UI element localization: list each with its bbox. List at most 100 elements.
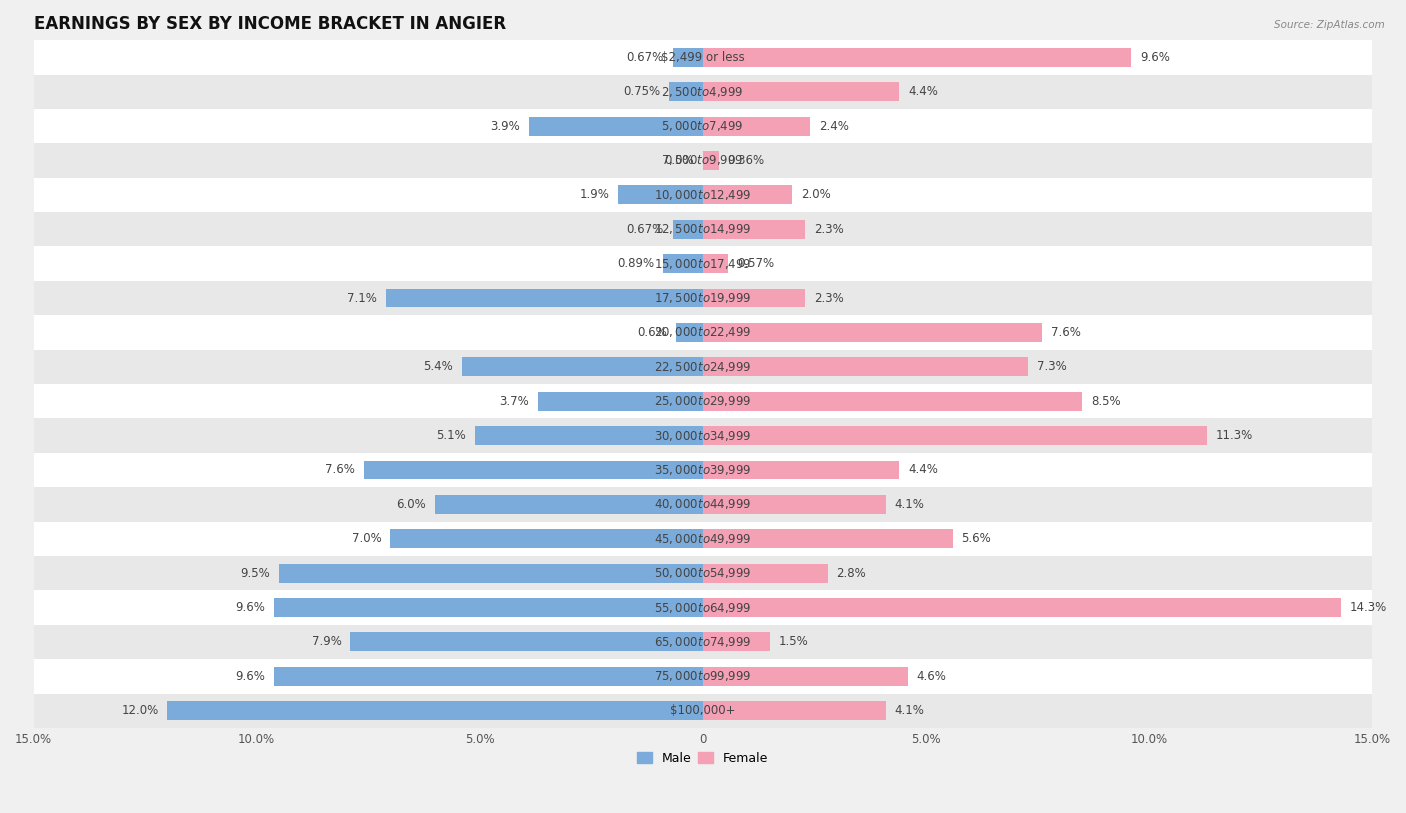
- Bar: [703, 323, 1042, 342]
- Bar: [34, 75, 1372, 109]
- Text: 0.67%: 0.67%: [627, 50, 664, 63]
- Text: 2.8%: 2.8%: [837, 567, 866, 580]
- Text: 7.0%: 7.0%: [352, 533, 381, 546]
- Bar: [703, 48, 1130, 67]
- Bar: [34, 419, 1372, 453]
- Text: $17,500 to $19,999: $17,500 to $19,999: [654, 291, 751, 305]
- Bar: [34, 212, 1372, 246]
- Bar: [34, 178, 1372, 212]
- Bar: [703, 529, 952, 548]
- Bar: [34, 590, 1372, 624]
- Bar: [34, 453, 1372, 487]
- Text: 2.0%: 2.0%: [801, 189, 831, 202]
- Text: $20,000 to $22,499: $20,000 to $22,499: [654, 325, 751, 339]
- Text: $75,000 to $99,999: $75,000 to $99,999: [654, 669, 751, 683]
- Bar: [34, 624, 1372, 659]
- Text: 5.1%: 5.1%: [436, 429, 467, 442]
- Text: Source: ZipAtlas.com: Source: ZipAtlas.com: [1274, 20, 1385, 30]
- Text: 2.4%: 2.4%: [818, 120, 849, 133]
- Bar: [34, 109, 1372, 143]
- Bar: [34, 384, 1372, 419]
- Bar: [619, 185, 703, 204]
- Bar: [703, 151, 718, 170]
- Text: 0.36%: 0.36%: [728, 154, 765, 167]
- Text: $50,000 to $54,999: $50,000 to $54,999: [654, 566, 751, 580]
- Text: 14.3%: 14.3%: [1350, 601, 1386, 614]
- Text: 5.6%: 5.6%: [962, 533, 991, 546]
- Text: $100,000+: $100,000+: [671, 704, 735, 717]
- Text: $5,000 to $7,499: $5,000 to $7,499: [661, 119, 744, 133]
- Text: $2,499 or less: $2,499 or less: [661, 50, 745, 63]
- Bar: [461, 358, 703, 376]
- Bar: [703, 460, 898, 480]
- Legend: Male, Female: Male, Female: [633, 747, 773, 770]
- Text: $40,000 to $44,999: $40,000 to $44,999: [654, 498, 751, 511]
- Bar: [34, 350, 1372, 384]
- Text: $30,000 to $34,999: $30,000 to $34,999: [654, 428, 751, 442]
- Text: $22,500 to $24,999: $22,500 to $24,999: [654, 360, 751, 374]
- Text: 3.7%: 3.7%: [499, 394, 529, 407]
- Bar: [34, 522, 1372, 556]
- Text: 2.3%: 2.3%: [814, 292, 844, 305]
- Bar: [34, 693, 1372, 728]
- Text: 5.4%: 5.4%: [423, 360, 453, 373]
- Text: 6.0%: 6.0%: [396, 498, 426, 511]
- Text: 11.3%: 11.3%: [1216, 429, 1253, 442]
- Bar: [669, 82, 703, 101]
- Text: 0.67%: 0.67%: [627, 223, 664, 236]
- Text: $10,000 to $12,499: $10,000 to $12,499: [654, 188, 751, 202]
- Text: 4.1%: 4.1%: [894, 498, 924, 511]
- Bar: [34, 659, 1372, 693]
- Text: 0.89%: 0.89%: [617, 257, 654, 270]
- Text: 1.9%: 1.9%: [579, 189, 609, 202]
- Text: 4.6%: 4.6%: [917, 670, 946, 683]
- Bar: [34, 246, 1372, 280]
- Text: $55,000 to $64,999: $55,000 to $64,999: [654, 601, 751, 615]
- Text: 0.57%: 0.57%: [737, 257, 775, 270]
- Bar: [529, 116, 703, 136]
- Bar: [703, 563, 828, 583]
- Bar: [34, 40, 1372, 75]
- Text: $25,000 to $29,999: $25,000 to $29,999: [654, 394, 751, 408]
- Bar: [676, 323, 703, 342]
- Text: 7.6%: 7.6%: [325, 463, 354, 476]
- Text: 12.0%: 12.0%: [121, 704, 159, 717]
- Text: 7.1%: 7.1%: [347, 292, 377, 305]
- Text: 1.5%: 1.5%: [779, 636, 808, 649]
- Text: 8.5%: 8.5%: [1091, 394, 1121, 407]
- Bar: [434, 495, 703, 514]
- Bar: [34, 487, 1372, 522]
- Bar: [34, 556, 1372, 590]
- Text: 9.6%: 9.6%: [236, 670, 266, 683]
- Text: $2,500 to $4,999: $2,500 to $4,999: [661, 85, 744, 98]
- Text: 4.1%: 4.1%: [894, 704, 924, 717]
- Bar: [703, 116, 810, 136]
- Bar: [703, 358, 1028, 376]
- Bar: [703, 598, 1341, 617]
- Bar: [278, 563, 703, 583]
- Bar: [167, 702, 703, 720]
- Text: 2.3%: 2.3%: [814, 223, 844, 236]
- Text: 4.4%: 4.4%: [908, 85, 938, 98]
- Bar: [673, 48, 703, 67]
- Text: 7.6%: 7.6%: [1050, 326, 1081, 339]
- Text: 9.5%: 9.5%: [240, 567, 270, 580]
- Bar: [350, 633, 703, 651]
- Text: 0.0%: 0.0%: [664, 154, 693, 167]
- Text: 9.6%: 9.6%: [236, 601, 266, 614]
- Bar: [391, 529, 703, 548]
- Bar: [387, 289, 703, 307]
- Text: $65,000 to $74,999: $65,000 to $74,999: [654, 635, 751, 649]
- Bar: [664, 254, 703, 273]
- Bar: [703, 426, 1206, 445]
- Bar: [703, 254, 728, 273]
- Text: 3.9%: 3.9%: [491, 120, 520, 133]
- Bar: [703, 289, 806, 307]
- Bar: [703, 667, 908, 686]
- Bar: [703, 702, 886, 720]
- Text: EARNINGS BY SEX BY INCOME BRACKET IN ANGIER: EARNINGS BY SEX BY INCOME BRACKET IN ANG…: [34, 15, 506, 33]
- Bar: [34, 280, 1372, 315]
- Text: $12,500 to $14,999: $12,500 to $14,999: [654, 222, 751, 237]
- Bar: [34, 315, 1372, 350]
- Bar: [703, 633, 769, 651]
